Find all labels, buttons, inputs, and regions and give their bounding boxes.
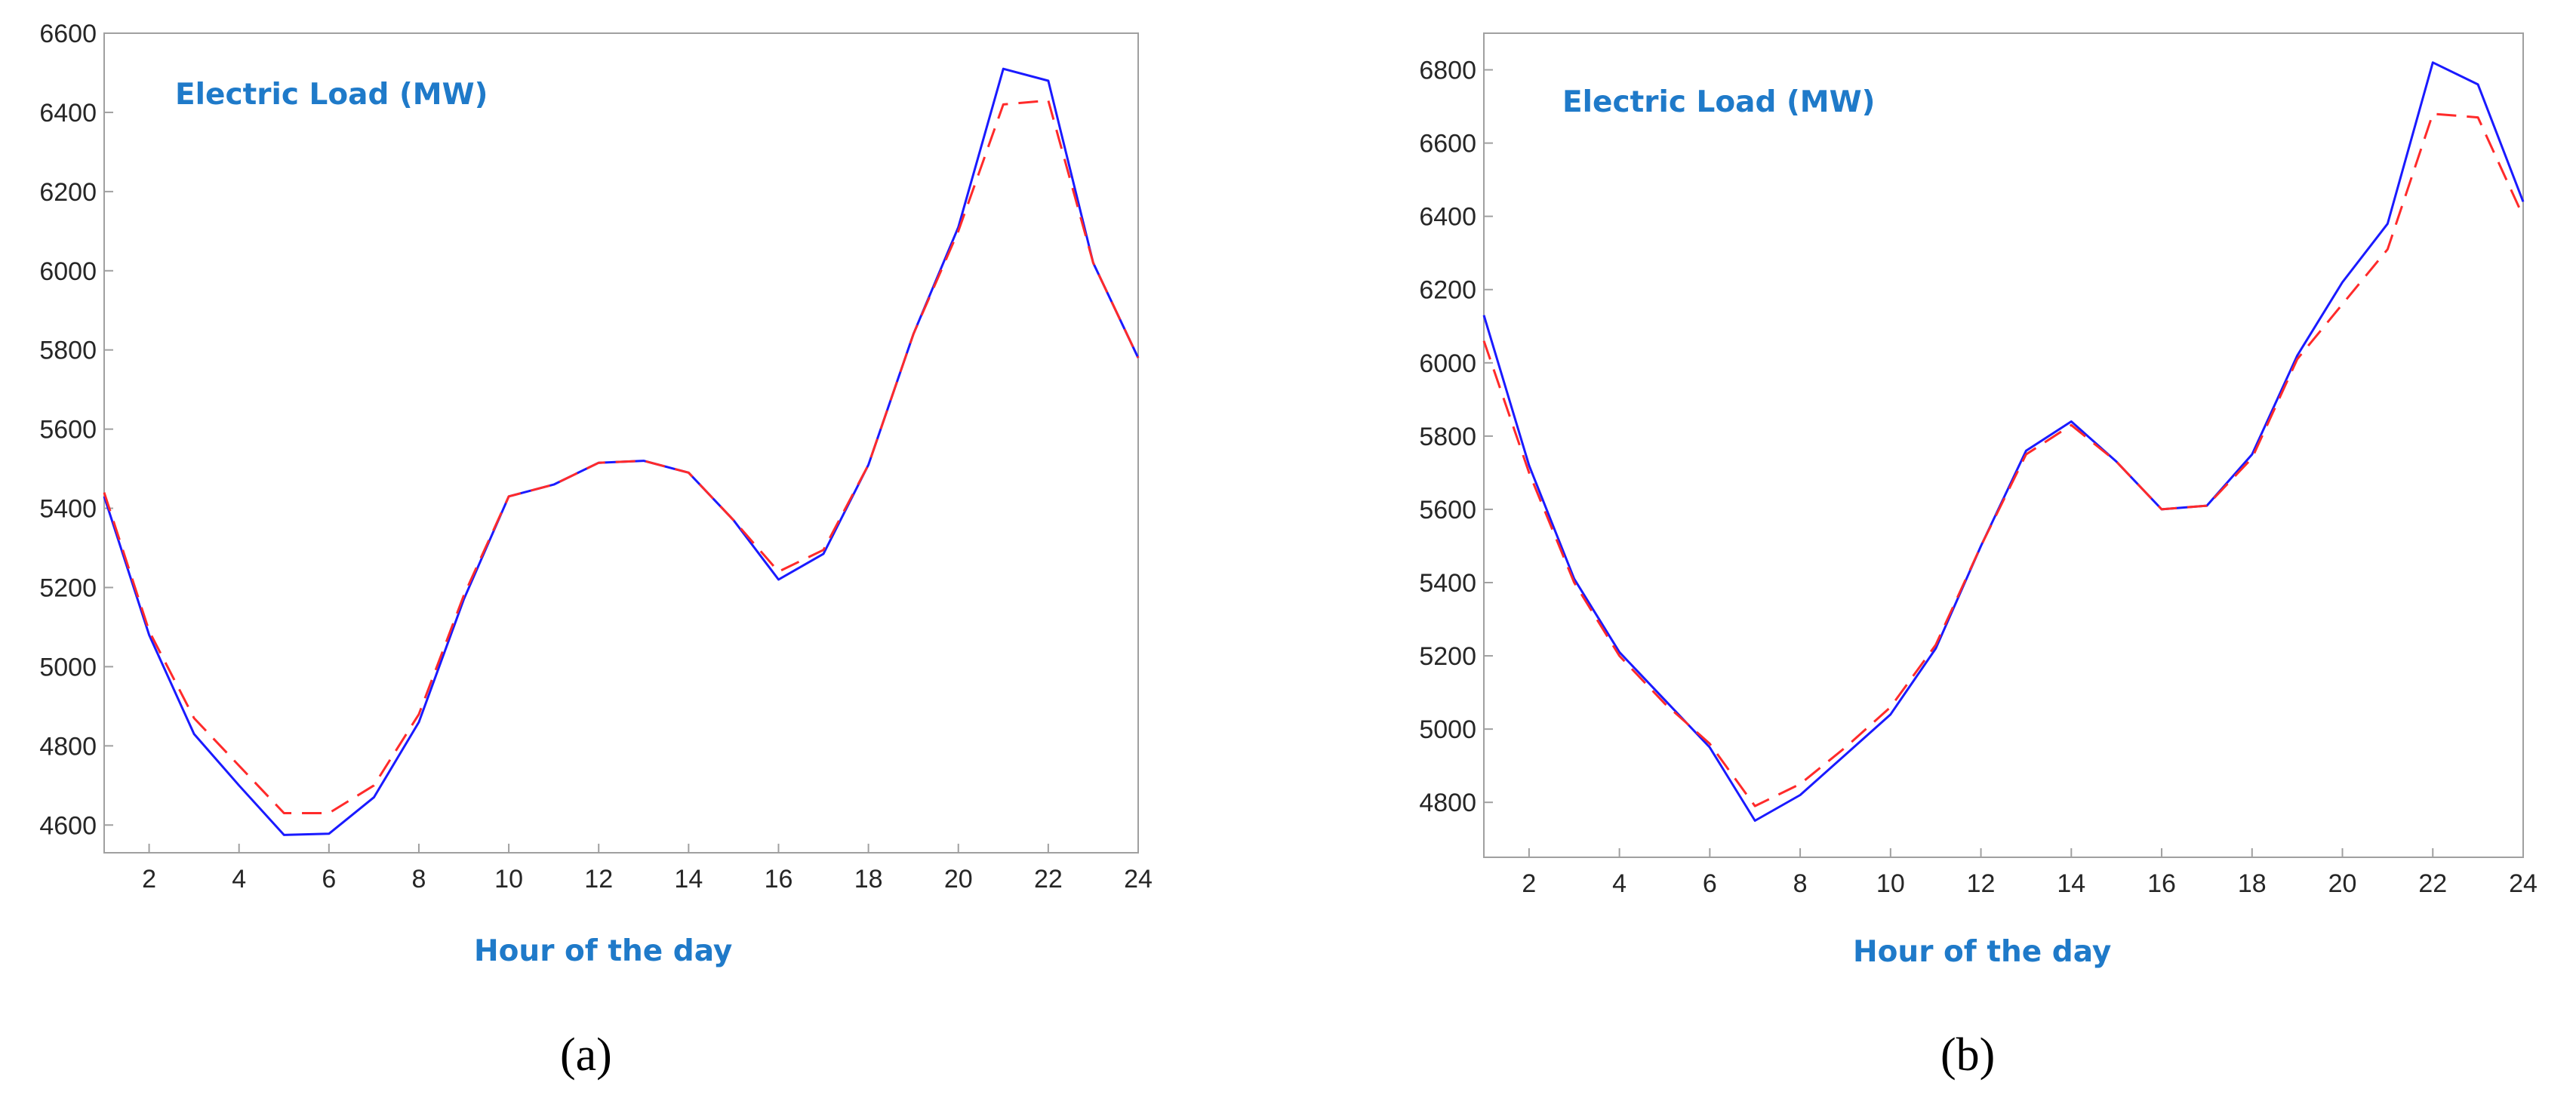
chart-b-annotation: Electric Load (MW)	[1562, 85, 1875, 119]
chart-b-y-tick-label: 5200	[1419, 642, 1476, 671]
chart-b-frame	[1483, 32, 2524, 858]
chart-b-series	[1482, 61, 2525, 822]
chart-b-x-tick-label: 4	[1612, 869, 1627, 898]
panel-label-b: (b)	[1940, 1029, 1995, 1081]
chart-b-x-ticks: 2 4 6 8 10 12 14 16 18 20 22 24	[1522, 848, 2538, 898]
chart-a-x-tick-label: 8	[411, 865, 426, 894]
chart-a-series	[103, 67, 1140, 836]
chart-b-x-tick-label: 24	[2509, 869, 2538, 898]
chart-a-y-tick-label: 6200	[39, 178, 97, 207]
chart-b-x-tick-label: 12	[1967, 869, 1996, 898]
chart-b-y-tick-label: 4800	[1419, 789, 1476, 817]
chart-b-y-tick-label: 5600	[1419, 496, 1476, 524]
chart-a-x-tick-label: 4	[232, 865, 246, 894]
chart-b-x-tick-label: 16	[2147, 869, 2176, 898]
chart-a-y-tick-label: 5200	[39, 574, 97, 602]
chart-a-x-tick-label: 12	[584, 865, 613, 894]
chart-a-y-tick-label: 6600	[39, 20, 97, 48]
chart-a-y-tick-label: 5000	[39, 653, 97, 681]
chart-b-series-1-line	[1482, 61, 2525, 822]
chart-b-y-tick-label: 5000	[1419, 715, 1476, 744]
chart-b-x-tick-label: 20	[2328, 869, 2357, 898]
chart-a-x-tick-label: 18	[854, 865, 883, 894]
chart-b-y-tick-label: 6800	[1419, 57, 1476, 85]
chart-a-y-tick-label: 4600	[39, 811, 97, 840]
chart-b-series-2-line	[1482, 112, 2525, 807]
chart-b: 4800 5000 5200 5400 5600 5800 6000 6200 6400 6600…	[1419, 32, 2538, 1081]
chart-a-y-tick-label: 5800	[39, 337, 97, 365]
chart-a-annotation: Electric Load (MW)	[175, 78, 488, 112]
chart-a: 4600 4800 5000 5200 5400 5600 5800 6000 6200 6400…	[39, 20, 1153, 1081]
chart-b-x-tick-label: 8	[1793, 869, 1808, 898]
chart-b-x-label: Hour of the day	[1853, 935, 2111, 969]
chart-a-y-tick-label: 6000	[39, 257, 97, 286]
chart-b-y-tick-label: 6400	[1419, 203, 1476, 232]
chart-b-x-tick-label: 18	[2238, 869, 2267, 898]
chart-a-x-tick-label: 6	[322, 865, 336, 894]
chart-a-x-ticks: 2 4 6 8 10 12 14 16 18 20 22 24	[142, 844, 1153, 894]
panel-label-a: (a)	[560, 1029, 612, 1081]
chart-a-y-tick-label: 4800	[39, 732, 97, 761]
chart-b-y-ticks: 4800 5000 5200 5400 5600 5800 6000 6200 6400 6600…	[1419, 57, 1493, 817]
chart-b-x-tick-label: 10	[1876, 869, 1905, 898]
chart-a-frame	[103, 32, 1139, 854]
chart-b-x-tick-label: 6	[1703, 869, 1717, 898]
chart-a-x-tick-label: 20	[944, 865, 973, 894]
chart-b-y-tick-label: 6200	[1419, 276, 1476, 305]
chart-a-series-1-line	[103, 67, 1140, 836]
chart-a-x-tick-label: 2	[142, 865, 156, 894]
chart-a-y-tick-label: 5600	[39, 416, 97, 444]
chart-a-x-tick-label: 10	[494, 865, 523, 894]
chart-a-y-tick-label: 5400	[39, 495, 97, 524]
chart-b-y-tick-label: 5400	[1419, 569, 1476, 598]
chart-b-x-tick-label: 2	[1522, 869, 1536, 898]
chart-b-x-tick-label: 22	[2418, 869, 2447, 898]
chart-a-y-ticks: 4600 4800 5000 5200 5400 5600 5800 6000 6200 6400…	[39, 20, 113, 840]
chart-b-y-tick-label: 6000	[1419, 349, 1476, 378]
chart-b-y-tick-label: 5800	[1419, 423, 1476, 451]
chart-a-x-tick-label: 16	[765, 865, 793, 894]
chart-a-y-tick-label: 6400	[39, 99, 97, 128]
chart-a-series-2-line	[103, 99, 1140, 814]
chart-a-x-tick-label: 14	[674, 865, 703, 894]
chart-a-x-label: Hour of the day	[474, 934, 732, 968]
chart-b-y-tick-label: 6600	[1419, 130, 1476, 158]
chart-a-x-tick-label: 22	[1034, 865, 1063, 894]
chart-b-x-tick-label: 14	[2057, 869, 2085, 898]
chart-a-x-tick-label: 24	[1124, 865, 1153, 894]
